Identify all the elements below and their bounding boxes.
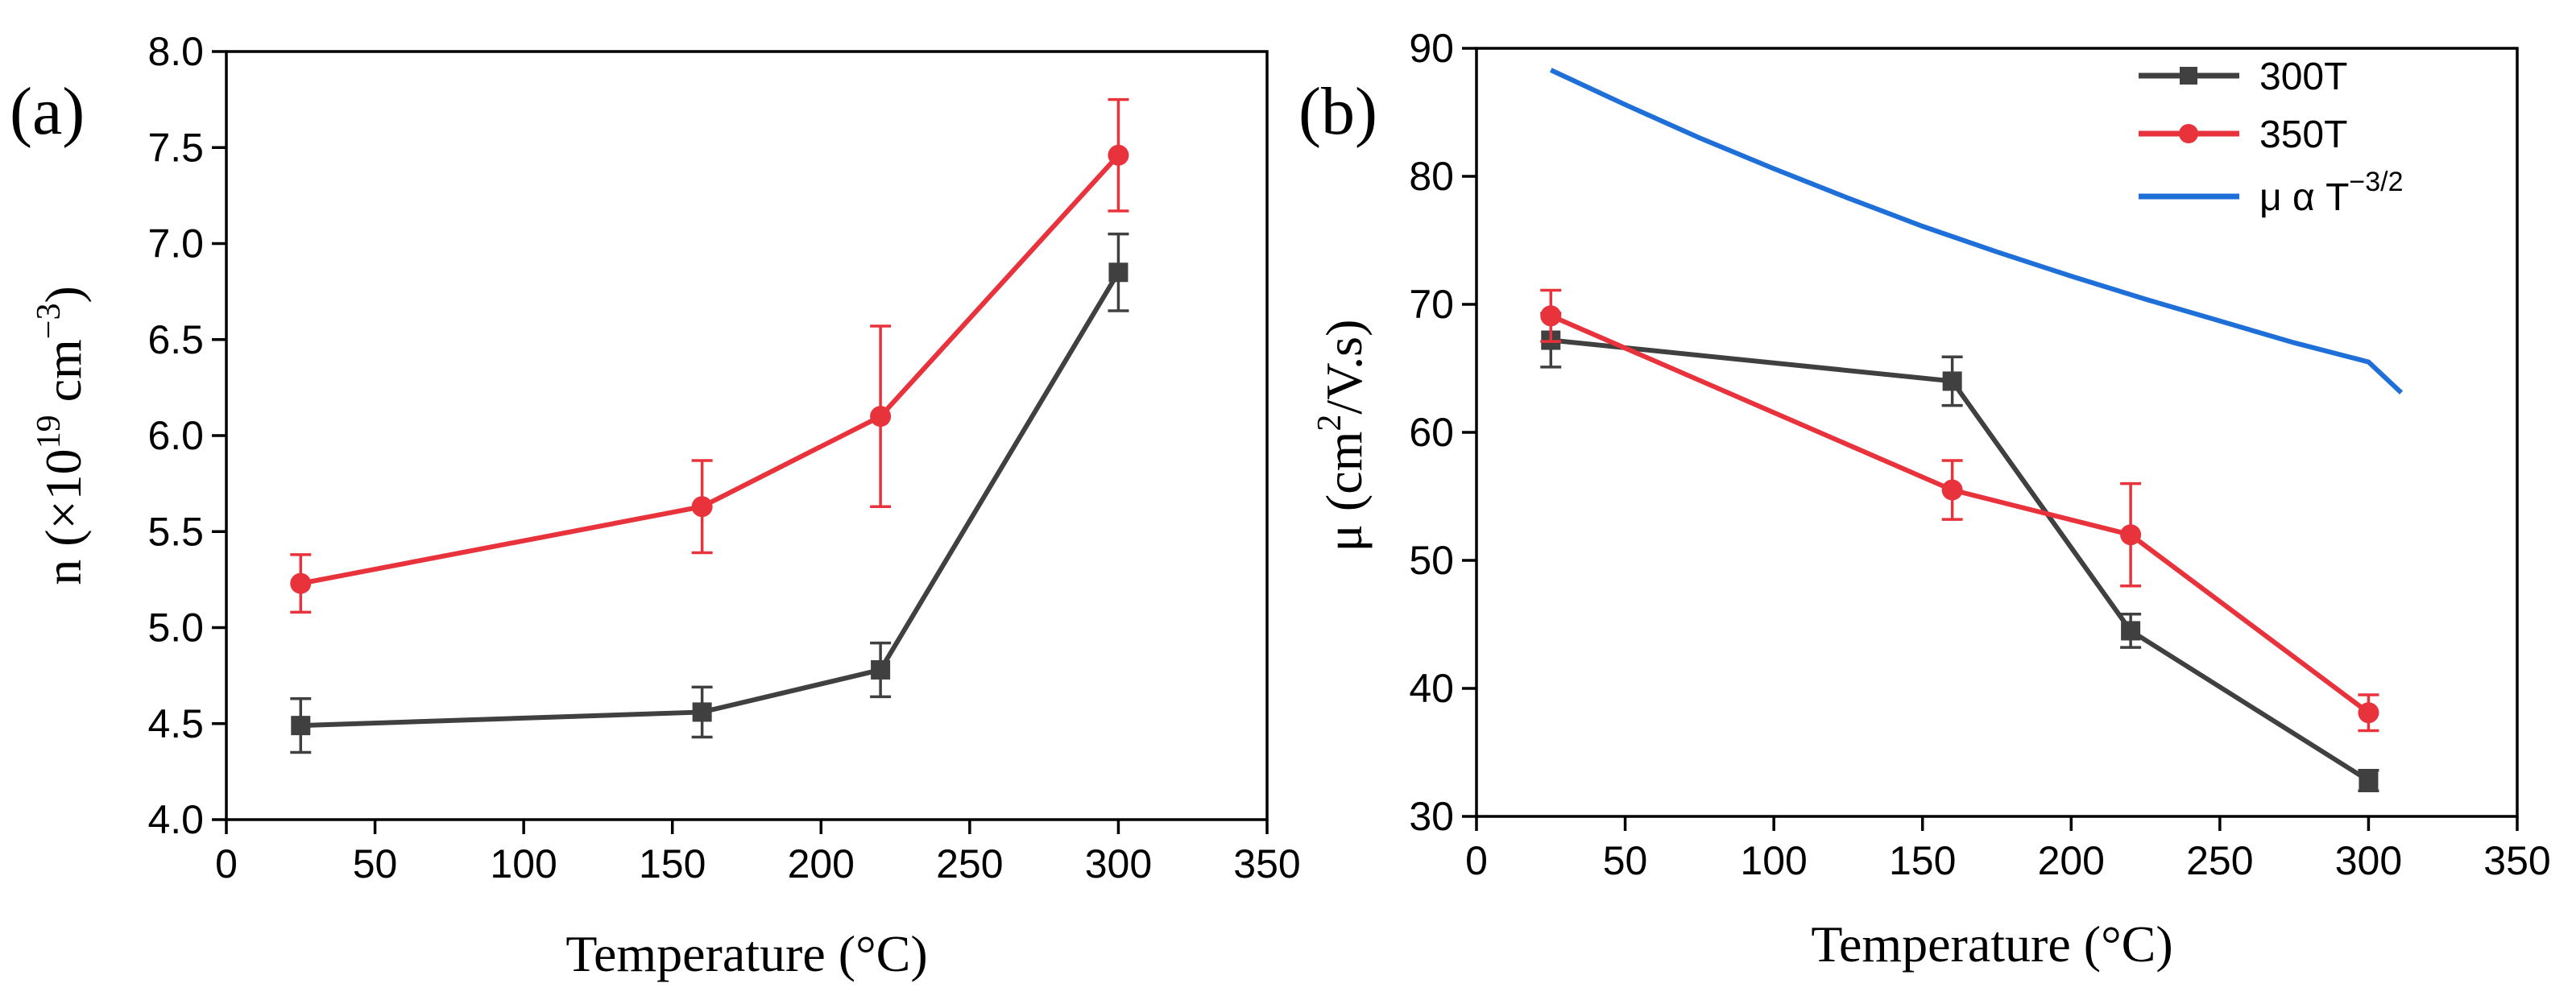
panel-a-x-tick-label: 300 [1085,841,1152,886]
panel-a-y-tick-label: 4.5 [147,701,204,746]
panel-b-x-tick-label: 50 [1603,838,1648,883]
panel-a-series-350t [290,97,1129,614]
panel-b-x-tick-label: 100 [1740,838,1807,883]
data-point-square [1108,262,1129,283]
panel-b-series-300t [1540,312,2379,792]
panel-a-x-axis-label: Temperature (°C) [565,925,927,982]
panel-b-x-tick-label: 200 [2038,838,2105,883]
panel-a-x-tick-label: 200 [788,841,855,886]
series-line [300,153,1120,586]
panel-a-ylabel-base: n (×10 [35,448,92,585]
series-line [300,271,1121,729]
panel-b-series [1540,288,2379,792]
panel-a-series [290,97,1129,754]
panel-b-ylabel-end: /V.s) [1315,320,1373,415]
panel-a-x-tick-label: 0 [215,841,238,886]
data-point-circle [2120,524,2142,546]
panel-a-y-ticks: 4.0 4.5 5.0 5.5 6.0 6.5 7.0 7.5 8.0 [147,29,226,842]
legend-350t-label: 350T [2259,114,2347,156]
panel-b-ylabel-sup: 2 [1311,415,1348,432]
panel-a-ylabel-sup: 19 [31,415,68,448]
panel-b-y-tick-label: 80 [1409,154,1454,199]
panel-a: (a) 0 50 100 150 200 250 300 350 4.0 4.5 5.0 5.5 6.… [10,29,1301,982]
panel-a-x-tick-label: 150 [639,841,706,886]
panel-b-y-tick-label: 70 [1409,282,1454,327]
panel-b-y-tick-label: 30 [1409,794,1454,839]
data-point-square [692,702,712,722]
model-curve-line [1550,68,2404,395]
panel-b-y-ticks: 30 40 50 60 70 80 90 [1409,26,1476,839]
panel-b-series-350t [1540,288,2379,733]
legend-model-sup: −3/2 [2349,167,2403,197]
panel-a-ylabel-mid: cm [35,339,92,415]
data-point-square [2359,771,2379,791]
panel-a-ylabel-end: ) [35,286,92,303]
panel-b-ylabel-base: μ (cm [1315,432,1373,552]
panel-a-x-tick-label: 100 [490,841,557,886]
panel-a-ylabel-sup2: −3 [31,304,68,340]
panel-a-x-ticks: 0 50 100 150 200 250 300 350 [215,820,1301,886]
data-point-circle [1941,479,1963,501]
legend-model-label: μ α T−3/2 [2259,167,2404,219]
panel-a-y-tick-label: 8.0 [147,29,204,74]
panel-b-y-tick-label: 40 [1409,666,1454,711]
data-point-square [291,716,311,736]
panel-a-y-tick-label: 7.5 [147,125,204,170]
panel-a-y-tick-label: 4.0 [147,797,204,842]
data-point-circle [290,572,312,594]
panel-b-x-tick-label: 300 [2335,838,2402,883]
panel-a-series-300t [290,232,1129,754]
panel-a-x-tick-label: 250 [936,841,1003,886]
panel-b-x-ticks: 0 50 100 150 200 250 300 350 [1465,816,2551,883]
panel-b-x-tick-label: 150 [1889,838,1956,883]
data-point-square [871,659,891,680]
panel-a-y-tick-label: 6.5 [147,317,204,362]
data-point-circle [2358,702,2379,724]
panel-b-y-tick-label: 50 [1409,538,1454,583]
panel-b-y-tick-label: 90 [1409,26,1454,71]
panel-b-x-tick-label: 250 [2186,838,2253,883]
panel-b-label: (b) [1298,74,1377,149]
panel-b-model-curve-group [1550,68,2404,395]
legend-300t-marker [2180,67,2197,85]
panel-a-y-tick-label: 5.0 [147,605,204,651]
legend-model-name: μ α T [2259,176,2349,219]
panel-a-y-axis-label: n (×1019 cm−3) [31,286,92,585]
panel-a-x-tick-label: 350 [1233,841,1300,886]
series-line [1550,313,2371,715]
panel-a-label: (a) [10,74,85,149]
panel-b-y-axis-label: μ (cm2/V.s) [1311,320,1373,552]
panel-a-x-tick-label: 50 [353,841,398,886]
data-point-circle [1108,144,1129,166]
series-line [1550,337,2371,783]
legend-350t-marker [2179,124,2198,143]
panel-a-y-tick-label: 6.0 [147,413,204,458]
data-point-circle [870,406,892,428]
panel-b: (b) 0 50 100 150 200 250 300 350 30 40 50 60 70 80 90… [1298,26,2551,973]
data-point-circle [1540,305,1562,327]
panel-a-y-tick-label: 7.0 [147,221,204,266]
legend: 300T 350T μ α T−3/2 [2139,56,2404,219]
data-point-square [2121,621,2141,641]
panel-b-x-axis-label: Temperature (°C) [1811,915,2172,973]
data-point-square [1942,371,1962,391]
data-point-circle [691,496,713,518]
panel-b-x-tick-label: 0 [1465,838,1488,883]
panel-b-plot-frame [1475,47,2519,818]
panel-b-x-tick-label: 350 [2483,838,2550,883]
legend-300t-label: 300T [2259,56,2347,98]
panel-b-y-tick-label: 60 [1409,410,1454,455]
panel-a-y-tick-label: 5.5 [147,509,204,554]
